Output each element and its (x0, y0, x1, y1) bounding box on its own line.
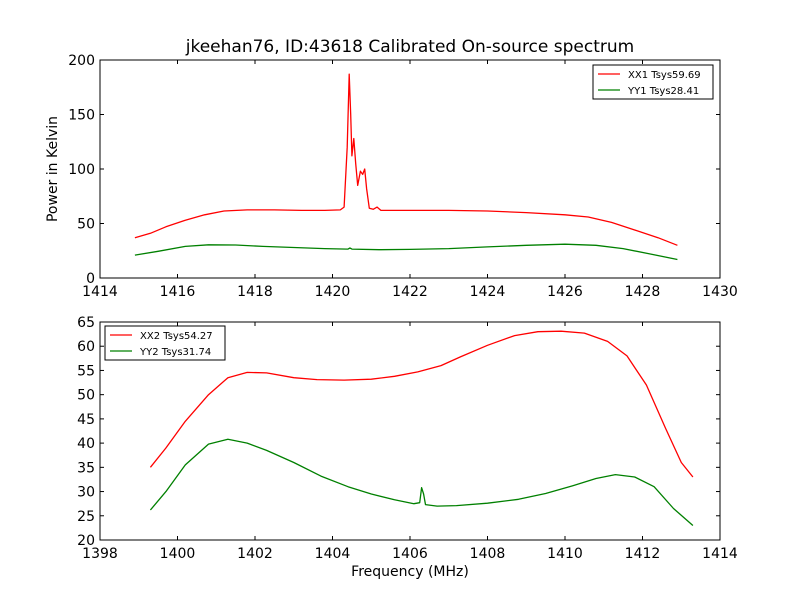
x-tick-label: 1418 (237, 284, 273, 300)
series-line-1-1 (134, 73, 678, 246)
x-tick-label: 1408 (470, 546, 506, 562)
x-tick-label: 1414 (82, 284, 118, 300)
x-tick-label: 1414 (702, 546, 738, 562)
x-tick-label: 1404 (315, 546, 351, 562)
x-tick-label: 1428 (625, 284, 661, 300)
legend-label: YY2 Tsys31.74 (139, 347, 211, 358)
y-tick-label: 200 (68, 53, 95, 69)
chart-title: jkeehan76, ID:43618 Calibrated On-source… (185, 37, 634, 57)
x-tick-label: 1402 (237, 546, 273, 562)
y-tick-label: 30 (77, 485, 95, 501)
series-line-2-1 (149, 330, 694, 478)
x-tick-label: 1426 (547, 284, 583, 300)
legend-box (104, 325, 226, 361)
x-tick-label: 1406 (392, 546, 428, 562)
plot-panel-1: 1414 1416 1418 1420 1422 1424 1426 1428 1430 0 50 1… (45, 53, 738, 300)
y-tick-label: 0 (86, 271, 95, 287)
x-tick-label: 1410 (547, 546, 583, 562)
x-tick-label: 1424 (470, 284, 506, 300)
y-tick-label: 60 (77, 339, 95, 355)
x-tick-label: 1412 (625, 546, 661, 562)
y-tick-label: 55 (77, 363, 95, 379)
series-line-1-2 (134, 243, 678, 261)
y-tick-label: 40 (77, 436, 95, 452)
x-axis-label: Frequency (MHz) (351, 564, 469, 580)
y-tick-label: 150 (68, 108, 95, 124)
legend-label: XX2 Tsys54.27 (140, 331, 213, 342)
y-tick-label: 35 (77, 460, 95, 476)
legend-label: XX1 Tsys59.69 (628, 70, 701, 81)
x-tick-label: 1420 (315, 284, 351, 300)
legend-2: XX2 Tsys54.27 YY2 Tsys31.74 (104, 325, 226, 361)
y-tick-label: 100 (68, 162, 95, 178)
y-tick-label: 20 (77, 533, 95, 549)
x-tick-label: 1422 (392, 284, 428, 300)
y-tick-label: 65 (77, 315, 95, 331)
y-tick-label: 25 (77, 509, 95, 525)
y-tick-label: 50 (77, 217, 95, 233)
legend-box (592, 64, 714, 100)
y-tick-label: 50 (77, 388, 95, 404)
plot-panel-2: 1398 1400 1402 1404 1406 1408 1410 1412 1414 20 25… (77, 315, 738, 580)
y-tick-label: 45 (77, 412, 95, 428)
series-line-2-2 (149, 438, 694, 526)
x-tick-label: 1430 (702, 284, 738, 300)
y-axis-label: Power in Kelvin (45, 116, 61, 222)
legend-1: XX1 Tsys59.69 YY1 Tsys28.41 (592, 64, 714, 100)
x-tick-label: 1398 (82, 546, 118, 562)
x-tick-label: 1416 (160, 284, 196, 300)
x-tick-label: 1400 (160, 546, 196, 562)
legend-label: YY1 Tsys28.41 (627, 86, 699, 97)
